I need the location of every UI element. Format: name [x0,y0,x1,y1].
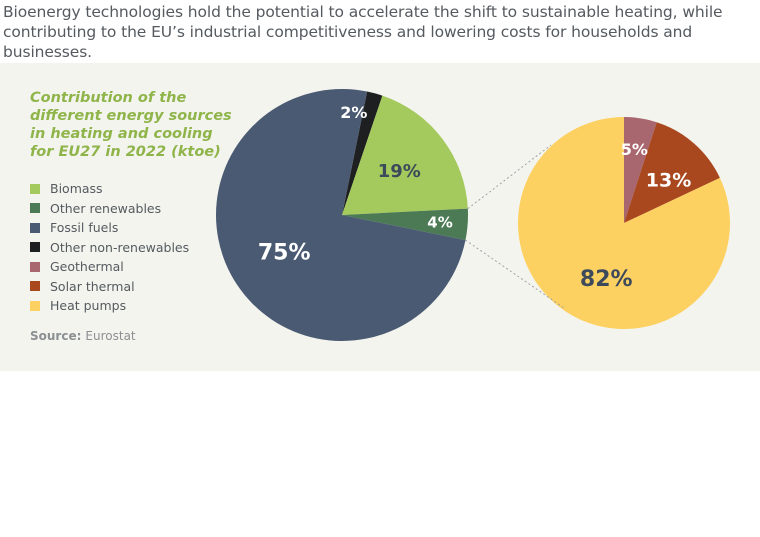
detail-pie-slice-solar-thermal [624,122,720,223]
legend-item-geothermal: Geothermal [30,257,189,277]
intro-text: Bioenergy technologies hold the potentia… [3,3,723,61]
connector-line-bottom [465,239,565,309]
main-pie-slice-fossil-fuels [216,89,466,341]
legend-swatch [30,183,40,194]
legend-swatch [30,261,40,272]
legend-swatch [30,300,40,311]
main-pie-label-other-non-renewables: 2% [340,103,367,122]
main-pie-slice-other-non-renewables [342,91,383,215]
detail-pie-slice-geothermal [624,117,657,223]
legend-item-other-renewables: Other renewables [30,199,189,219]
legend-item-heat-pumps: Heat pumps [30,296,189,316]
legend-item-solar-thermal: Solar thermal [30,277,189,297]
main-pie-label-other-renewables: 4% [427,213,452,231]
detail-pie-slice-heat-pumps [518,117,730,329]
chart-source: Source: Eurostat [30,329,136,343]
legend-swatch [30,242,40,253]
chart-legend: Biomass Other renewables Fossil fuels Ot… [30,179,189,316]
connector-line-top [467,144,552,210]
legend-label: Fossil fuels [50,220,119,236]
legend-swatch [30,281,40,292]
main-pie-slice-biomass [342,95,468,215]
legend-item-fossil-fuels: Fossil fuels [30,218,189,238]
legend-item-biomass: Biomass [30,179,189,199]
legend-label: Heat pumps [50,298,127,314]
source-value: Eurostat [85,329,136,343]
detail-pie-label-geothermal: 5% [621,140,648,159]
legend-label: Biomass [50,181,103,197]
main-pie-slice-other-renewables [342,208,469,241]
legend-label: Geothermal [50,259,124,275]
legend-swatch [30,222,40,233]
chart-title: Contribution of the different energy sou… [30,90,232,160]
detail-pie-label-solar-thermal: 13% [646,170,691,192]
legend-swatch [30,203,40,214]
legend-item-other-non-renewables: Other non-renewables [30,238,189,258]
legend-label: Other renewables [50,200,162,216]
detail-pie-label-heat-pumps: 82% [580,267,633,292]
main-pie-label-fossil-fuels: 75% [258,241,311,266]
source-label: Source: [30,329,82,343]
legend-label: Solar thermal [50,278,135,294]
main-pie-label-biomass: 19% [378,161,421,182]
legend-label: Other non-renewables [50,239,190,255]
